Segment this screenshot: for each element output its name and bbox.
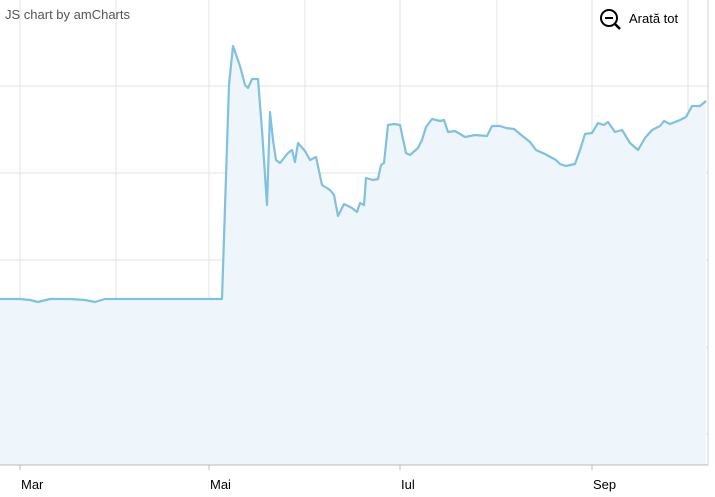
area-fill (0, 46, 706, 465)
x-tick-label: Mar (21, 477, 44, 492)
x-tick-label: Mai (210, 477, 231, 492)
zoom-label[interactable]: Arată tot (629, 11, 679, 26)
credit: JS chart by amCharts (5, 7, 130, 22)
zoom-out-button[interactable]: Arată tot (600, 9, 679, 30)
x-tick-label: Iul (401, 477, 415, 492)
zoom-icon (614, 23, 621, 30)
zoom-icon (600, 9, 618, 27)
line (0, 44, 707, 304)
x-tick-label: Sep (593, 477, 616, 492)
plot (0, 0, 707, 465)
